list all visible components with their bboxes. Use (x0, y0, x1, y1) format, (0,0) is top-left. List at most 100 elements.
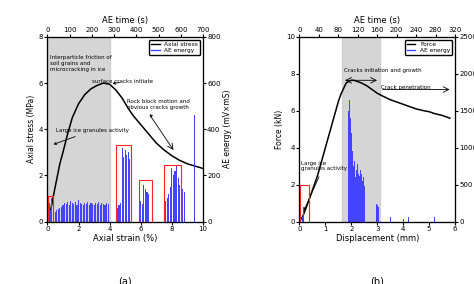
Text: (a): (a) (118, 277, 132, 284)
Bar (170, 187, 171, 222)
Bar (73, 204, 74, 222)
Bar (377, 205, 378, 222)
Bar (342, 37, 380, 222)
Bar (178, 178, 179, 222)
Bar (125, 150, 126, 222)
Bar (67, 202, 68, 222)
Bar (148, 194, 149, 222)
Bar (58, 209, 59, 222)
Bar (51, 199, 52, 222)
Bar (352, 151, 353, 222)
Bar (78, 200, 79, 222)
X-axis label: AE time (s): AE time (s) (354, 16, 401, 25)
Bar (84, 203, 85, 222)
Bar (367, 185, 368, 222)
Bar (51, 203, 52, 222)
Bar (300, 185, 309, 222)
Bar (82, 205, 84, 222)
Bar (117, 208, 118, 222)
Bar (89, 205, 90, 222)
Text: Crack penetration: Crack penetration (381, 85, 431, 90)
Bar (194, 115, 195, 222)
Bar (181, 187, 182, 222)
Bar (56, 210, 57, 222)
Bar (146, 191, 147, 222)
Bar (434, 218, 435, 222)
Bar (184, 191, 185, 222)
Bar (164, 165, 181, 222)
Bar (123, 157, 124, 222)
X-axis label: AE time (s): AE time (s) (102, 16, 148, 25)
Bar (351, 133, 352, 222)
Bar (356, 170, 357, 222)
Bar (358, 174, 359, 222)
Bar (449, 217, 450, 222)
Bar (365, 179, 366, 222)
Bar (145, 189, 146, 222)
X-axis label: Axial strain (%): Axial strain (%) (93, 235, 157, 243)
Bar (106, 203, 107, 222)
Bar (345, 162, 346, 222)
Y-axis label: AE energy (mV×mS): AE energy (mV×mS) (223, 90, 232, 168)
Bar (70, 201, 71, 222)
Bar (87, 202, 88, 222)
Bar (354, 161, 355, 222)
Bar (344, 181, 345, 222)
Bar (390, 217, 391, 222)
Bar (64, 203, 65, 222)
Y-axis label: Axial stress (MPa): Axial stress (MPa) (27, 95, 36, 163)
Bar (69, 205, 70, 222)
Bar (92, 204, 93, 222)
Bar (100, 205, 101, 222)
Text: Cracks initiation and growth: Cracks initiation and growth (344, 68, 422, 73)
Bar (182, 189, 183, 222)
Bar (121, 148, 123, 222)
Bar (416, 218, 417, 222)
Text: (b): (b) (370, 277, 384, 284)
Bar (47, 37, 109, 222)
Bar (129, 159, 130, 222)
Bar (372, 199, 373, 222)
Legend: Force, AE energy: Force, AE energy (405, 40, 452, 55)
Bar (359, 176, 360, 222)
Bar (55, 212, 56, 222)
Bar (165, 201, 166, 222)
Bar (59, 208, 60, 222)
Bar (361, 174, 362, 222)
Bar (171, 168, 173, 222)
Bar (75, 202, 76, 222)
Bar (118, 205, 119, 222)
Bar (357, 164, 358, 222)
Bar (81, 204, 82, 222)
Bar (93, 205, 95, 222)
Bar (80, 203, 81, 222)
Bar (126, 154, 128, 222)
Bar (116, 145, 131, 222)
Bar (48, 196, 53, 222)
Bar (378, 207, 379, 222)
Bar (76, 205, 78, 222)
Bar (49, 208, 50, 222)
Text: Rock block motion and
obvious cracks growth: Rock block motion and obvious cracks gro… (127, 99, 190, 117)
Y-axis label: Force (kN): Force (kN) (274, 110, 283, 149)
Bar (366, 182, 367, 222)
Bar (103, 204, 104, 222)
Bar (86, 204, 87, 222)
Bar (98, 202, 99, 222)
Bar (176, 166, 177, 222)
Bar (142, 204, 143, 222)
Bar (139, 203, 140, 222)
Bar (303, 207, 304, 222)
Bar (173, 175, 174, 222)
Bar (49, 203, 50, 222)
Bar (65, 204, 67, 222)
Bar (97, 204, 98, 222)
Bar (48, 196, 49, 222)
Bar (302, 217, 303, 222)
Bar (350, 118, 351, 222)
Text: Large ice
granules activity: Large ice granules activity (301, 161, 347, 210)
Bar (179, 185, 180, 222)
Bar (360, 170, 361, 222)
Bar (61, 206, 62, 222)
Legend: Axial stress, AE energy: Axial stress, AE energy (149, 40, 200, 55)
